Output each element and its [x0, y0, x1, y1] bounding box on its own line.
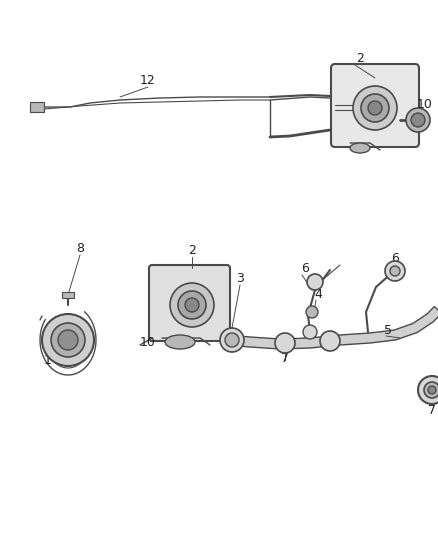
Circle shape [303, 325, 317, 339]
Circle shape [424, 382, 438, 398]
Text: 12: 12 [140, 74, 156, 86]
Text: 7: 7 [281, 351, 289, 365]
Circle shape [428, 386, 436, 394]
Circle shape [406, 108, 430, 132]
Text: 4: 4 [314, 288, 322, 302]
Text: 6: 6 [391, 252, 399, 264]
Text: 2: 2 [188, 244, 196, 256]
Circle shape [306, 306, 318, 318]
Circle shape [42, 314, 94, 366]
Polygon shape [62, 292, 74, 298]
Circle shape [178, 291, 206, 319]
Text: 10: 10 [417, 99, 433, 111]
Circle shape [385, 261, 405, 281]
Circle shape [361, 94, 389, 122]
Circle shape [418, 376, 438, 404]
Polygon shape [226, 306, 438, 349]
Text: 6: 6 [301, 262, 309, 274]
Text: 10: 10 [140, 335, 156, 349]
FancyBboxPatch shape [149, 265, 230, 341]
Polygon shape [30, 102, 44, 112]
FancyBboxPatch shape [331, 64, 419, 147]
Circle shape [275, 333, 295, 353]
Circle shape [220, 328, 244, 352]
Ellipse shape [350, 143, 370, 153]
Circle shape [51, 323, 85, 357]
Circle shape [307, 274, 323, 290]
Text: 1: 1 [44, 353, 52, 367]
Circle shape [185, 298, 199, 312]
Circle shape [368, 101, 382, 115]
Text: 5: 5 [384, 324, 392, 336]
Circle shape [411, 113, 425, 127]
Text: 7: 7 [428, 403, 436, 416]
Circle shape [58, 330, 78, 350]
Circle shape [225, 333, 239, 347]
Circle shape [390, 266, 400, 276]
Circle shape [353, 86, 397, 130]
Ellipse shape [165, 335, 195, 349]
Circle shape [320, 331, 340, 351]
Circle shape [170, 283, 214, 327]
Text: 8: 8 [76, 241, 84, 254]
Text: 2: 2 [356, 52, 364, 64]
Text: 3: 3 [236, 271, 244, 285]
